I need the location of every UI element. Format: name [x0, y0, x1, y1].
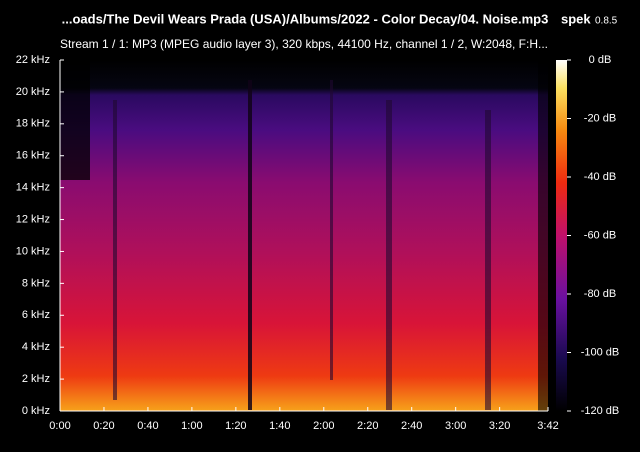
y-tick-label: 4 kHz: [22, 341, 50, 353]
spectrogram-shade: [330, 80, 333, 380]
y-tick-label: 8 kHz: [22, 277, 50, 289]
spectrogram-shade: [485, 110, 491, 410]
y-tick-label: 18 kHz: [16, 118, 50, 130]
colorbar-tick-label: -40 dB: [584, 171, 616, 183]
x-tick-label: 0:40: [137, 420, 158, 432]
x-tick-label: 2:40: [401, 420, 422, 432]
x-tick-label: 3:00: [445, 420, 466, 432]
colorbar-tick-label: -100 dB: [581, 346, 620, 358]
y-tick-label: 20 kHz: [16, 86, 50, 98]
x-tick-label: 0:20: [93, 420, 114, 432]
spectrogram: [60, 60, 548, 411]
y-tick-label: 0 kHz: [22, 405, 50, 417]
y-tick-label: 16 kHz: [16, 150, 50, 162]
y-tick-label: 22 kHz: [16, 54, 50, 66]
colorbar-tick-label: -20 dB: [584, 112, 616, 124]
colorbar-tick-label: -80 dB: [584, 288, 616, 300]
file-title: ...oads/The Devil Wears Prada (USA)/Albu…: [62, 11, 549, 26]
x-tick-label: 1:40: [269, 420, 290, 432]
stream-info: Stream 1 / 1: MP3 (MPEG audio layer 3), …: [60, 37, 548, 51]
x-tick-label: 2:00: [313, 420, 334, 432]
spectrogram-shade: [60, 60, 90, 180]
spectrogram-shade: [248, 80, 252, 410]
x-tick-label: 1:20: [225, 420, 246, 432]
y-tick-label: 10 kHz: [16, 245, 50, 257]
y-tick-label: 2 kHz: [22, 373, 50, 385]
colorbar-tick-label: 0 dB: [589, 54, 612, 66]
x-tick-label: 3:20: [489, 420, 510, 432]
colorbar-tick-label: -60 dB: [584, 229, 616, 241]
app-name: spek: [561, 11, 591, 26]
spectrogram-shade: [113, 100, 117, 400]
spectrogram-image: [60, 60, 548, 411]
x-tick-label: 1:00: [181, 420, 202, 432]
spectrogram-shade: [386, 100, 392, 410]
x-tick-label: 0:00: [49, 420, 70, 432]
colorbar: [556, 60, 567, 411]
x-tick-label: 2:20: [357, 420, 378, 432]
y-tick-label: 14 kHz: [16, 182, 50, 194]
y-tick-label: 6 kHz: [22, 309, 50, 321]
y-tick-label: 12 kHz: [16, 213, 50, 225]
app-version: 0.8.5: [595, 16, 618, 27]
spectrogram-shade: [538, 60, 548, 411]
x-tick-label: 3:42: [537, 420, 558, 432]
colorbar-tick-label: -120 dB: [581, 405, 620, 417]
